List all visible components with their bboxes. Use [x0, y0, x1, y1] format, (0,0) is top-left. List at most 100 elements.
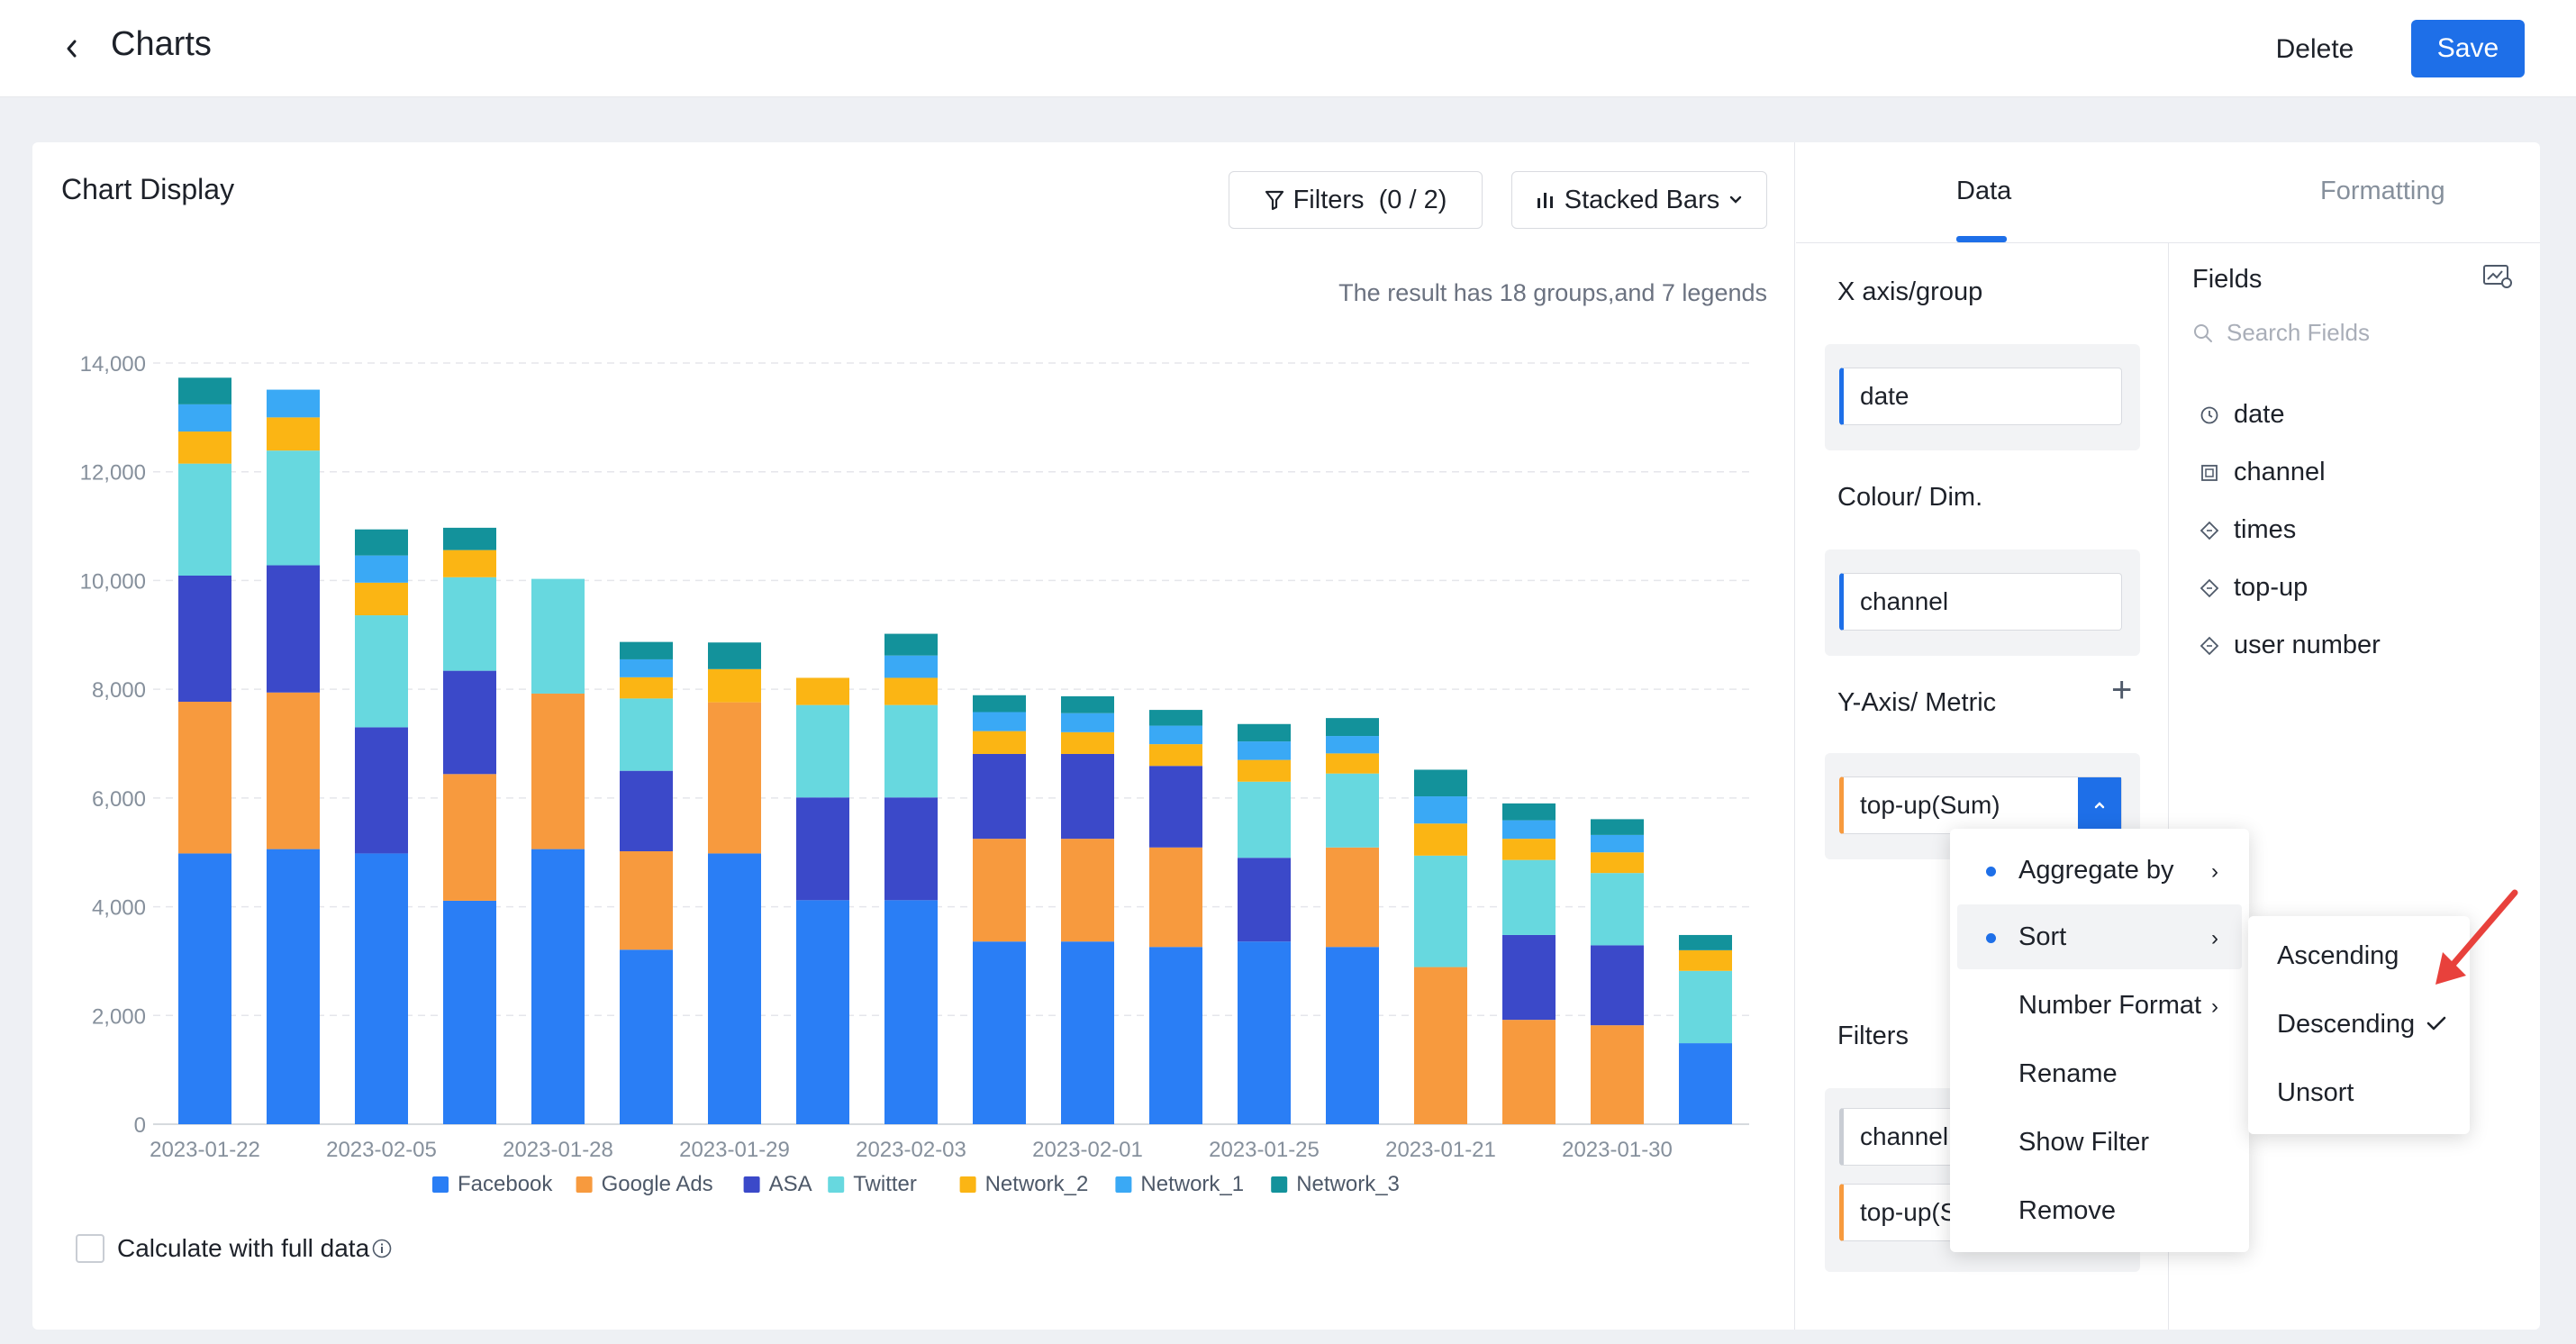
bar-segment	[443, 900, 496, 1124]
metric-options-button[interactable]	[2078, 777, 2121, 833]
field-date-label: date	[2234, 400, 2285, 429]
bar-segment	[178, 431, 231, 464]
bar-segment	[1149, 766, 1202, 848]
bar-segment	[178, 853, 231, 1124]
colour-dim-chip[interactable]: channel	[1839, 573, 2122, 631]
checkmark-icon	[2426, 1016, 2446, 1031]
bar-segment	[1502, 803, 1556, 821]
bar-segment	[1326, 736, 1379, 754]
clock-icon	[2200, 406, 2218, 423]
y-axis-chip[interactable]: top-up(Sum)	[1839, 776, 2122, 834]
menu-item-rename[interactable]: Rename	[1957, 1041, 2242, 1106]
dimension-icon	[2201, 464, 2218, 481]
filters-button[interactable]: Filters (0 / 2)	[1229, 171, 1483, 229]
legend-label: Network_2	[985, 1172, 1089, 1196]
bar-segment	[531, 693, 585, 849]
delete-button[interactable]: Delete	[2252, 22, 2378, 77]
y-axis-chip-label: top-up(Sum)	[1860, 791, 2000, 819]
x-axis-chip[interactable]: date	[1839, 368, 2122, 425]
legend-swatch	[743, 1176, 760, 1193]
bar-segment	[355, 853, 408, 1124]
bar-segment	[443, 670, 496, 775]
bar-segment	[443, 549, 496, 577]
menu-item-show-filter[interactable]: Show Filter	[1957, 1110, 2242, 1175]
chevron-right-icon: ›	[2211, 859, 2218, 884]
y-axis-label: Y-Axis/ Metric	[1837, 688, 1997, 717]
y-tick-label: 0	[134, 1113, 146, 1138]
field-search[interactable]: Search Fields	[2192, 319, 2370, 347]
bar-segment	[620, 851, 673, 950]
bar-segment	[1414, 967, 1467, 1124]
menu-item-aggregate-by[interactable]: Aggregate by ›	[1957, 838, 2242, 903]
bar-segment	[1061, 731, 1114, 754]
bar-segment	[1591, 819, 1644, 835]
field-topup[interactable]: top-up	[2200, 573, 2308, 603]
field-settings-icon[interactable]	[2482, 263, 2513, 290]
bar-segment	[1414, 769, 1467, 797]
x-tick-label: 2023-01-29	[679, 1138, 790, 1162]
save-button[interactable]: Save	[2411, 20, 2525, 77]
full-data-label: Calculate with full data	[117, 1234, 370, 1262]
menu-item-label: Remove	[2018, 1195, 2116, 1225]
funnel-icon	[1265, 190, 1283, 211]
field-channel[interactable]: channel	[2200, 458, 2326, 487]
info-icon[interactable]	[371, 1238, 393, 1259]
field-date[interactable]: date	[2200, 400, 2284, 430]
bar-segment	[1414, 855, 1467, 967]
chevron-right-icon: ›	[2211, 926, 2218, 950]
stacked-bar-chart: 0 2,000 4,000 6,000 8,000 10,000 12,000 14,000 2…	[80, 352, 1749, 1196]
tab-data[interactable]: Data	[1956, 177, 2012, 205]
menu-item-remove[interactable]: Remove	[1957, 1178, 2242, 1243]
add-metric-icon[interactable]: +	[2111, 670, 2133, 710]
fields-column: Fields Search Fields date channel times …	[2169, 243, 2540, 1330]
y-tick-label: 2,000	[92, 1004, 146, 1029]
full-data-checkbox[interactable]	[76, 1234, 104, 1263]
tab-formatting[interactable]: Formatting	[2320, 177, 2445, 205]
bar-segment	[1414, 796, 1467, 824]
menu-item-number-format[interactable]: Number Format ›	[1957, 973, 2242, 1038]
field-times[interactable]: times	[2200, 515, 2296, 545]
chart-panel-title: Chart Display	[61, 173, 235, 205]
menu-item-sort[interactable]: Sort ›	[1957, 904, 2242, 969]
bar-segment	[884, 633, 938, 656]
bar-segment	[1326, 773, 1379, 848]
sort-unsort[interactable]: Unsort	[2277, 1078, 2354, 1107]
colour-dim-label: Colour/ Dim.	[1837, 483, 1983, 512]
bar-segment	[1591, 834, 1644, 853]
legend-label: ASA	[769, 1172, 812, 1196]
bar-segment	[1061, 941, 1114, 1124]
chevron-right-icon: ›	[2211, 994, 2218, 1019]
x-tick-label: 2023-01-25	[1209, 1138, 1320, 1162]
bar-segment	[1414, 823, 1467, 856]
bar-segment	[1591, 852, 1644, 874]
back-button[interactable]	[54, 31, 90, 67]
bar-segment	[1502, 1020, 1556, 1124]
chart-type-dropdown[interactable]: Stacked Bars	[1511, 171, 1767, 229]
bar-segment	[884, 900, 938, 1124]
bar-segment	[1149, 710, 1202, 726]
bar-segment	[1238, 741, 1291, 760]
sort-descending[interactable]: Descending	[2277, 1010, 2416, 1039]
bar-segment	[620, 698, 673, 771]
y-tick-label: 8,000	[92, 678, 146, 703]
bar-segment	[1679, 949, 1732, 971]
bar-segment	[1061, 713, 1114, 732]
bar-segment	[708, 853, 761, 1124]
x-tick-label: 2023-02-03	[856, 1138, 966, 1162]
x-tick-label: 2023-02-05	[326, 1138, 437, 1162]
bar-segment	[355, 529, 408, 556]
bar-segment	[531, 578, 585, 694]
config-tabs: Data Formatting	[1796, 142, 2540, 243]
bar-segment	[973, 712, 1026, 731]
bar-segment	[267, 692, 320, 849]
filters-button-label: Filters (0 / 2)	[1293, 185, 1447, 214]
annotation-arrow-icon	[2435, 889, 2518, 985]
x-axis-well: date	[1825, 344, 2140, 450]
bar-segment	[973, 695, 1026, 713]
bar-segment	[708, 642, 761, 669]
sort-ascending[interactable]: Ascending	[2277, 941, 2399, 970]
y-tick-label: 10,000	[80, 569, 146, 594]
chevron-down-icon	[1730, 195, 1742, 204]
bar-segment	[1591, 873, 1644, 946]
field-user-number[interactable]: user number	[2200, 631, 2381, 660]
